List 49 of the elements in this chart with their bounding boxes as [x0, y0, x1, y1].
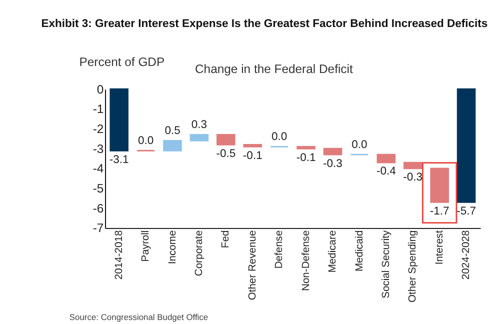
x-tick-label: Medicaid [354, 230, 366, 272]
y-tick-label: 0 [96, 82, 104, 96]
chart-title: Exhibit 3: Greater Interest Expense Is the Greatest Factor Behind Increased Deficits [41, 18, 488, 30]
chart-subtitle: Change in the Federal Deficit [194, 62, 354, 76]
bar [403, 162, 422, 170]
bar [376, 154, 396, 164]
y-tick-label: -7 [92, 221, 104, 236]
y-tick-label: -1 [92, 102, 104, 116]
x-tick-label: Payroll [140, 230, 152, 262]
data-label: -0.1 [296, 152, 316, 164]
bar [456, 88, 476, 203]
x-tick-label: Fed [220, 230, 232, 248]
x-tick-label: Defense [274, 230, 286, 269]
source-note: Source: Congressional Budget Office [69, 312, 208, 322]
y-axis-title: Percent of GDP [79, 55, 165, 70]
data-label: 0.0 [352, 139, 368, 152]
data-label: -5.7 [456, 205, 476, 218]
data-label: 0.0 [138, 135, 154, 148]
y-tick-label: -2 [92, 122, 104, 136]
bar [190, 134, 209, 142]
x-tick-label: Social Security [380, 229, 392, 298]
data-label: -0.5 [216, 148, 236, 160]
data-label: -0.1 [242, 150, 262, 162]
bar [430, 168, 449, 203]
y-tick-label: -5 [92, 182, 104, 196]
x-tick-label: 2014-2018 [114, 230, 125, 280]
x-tick-label: Medicare [328, 230, 339, 273]
data-label: 0.3 [191, 119, 208, 132]
data-label: 0.5 [164, 125, 180, 138]
data-label: -0.4 [376, 166, 396, 178]
data-label: -3.1 [109, 154, 129, 166]
bar [163, 140, 182, 152]
x-tick-label: Interest [434, 230, 446, 265]
y-tick-label: -4 [92, 162, 104, 176]
data-label: 0.0 [272, 131, 288, 144]
bar [216, 134, 236, 146]
x-tick-label: 2024-2028 [461, 230, 472, 280]
data-label: -0.3 [323, 158, 342, 170]
bar [110, 88, 128, 152]
data-label: -1.7 [430, 205, 450, 218]
x-tick-label: Other Spending [408, 230, 419, 302]
bar [323, 148, 342, 156]
y-tick-label: -3 [92, 142, 104, 156]
x-tick-label: Corporate [194, 230, 206, 276]
y-tick-label: -6 [92, 201, 104, 216]
x-tick-label: Other Revenue [247, 230, 258, 300]
data-label: -0.3 [403, 172, 423, 184]
x-tick-label: Income [167, 230, 178, 264]
x-tick-label: Non-Defense [300, 230, 312, 291]
